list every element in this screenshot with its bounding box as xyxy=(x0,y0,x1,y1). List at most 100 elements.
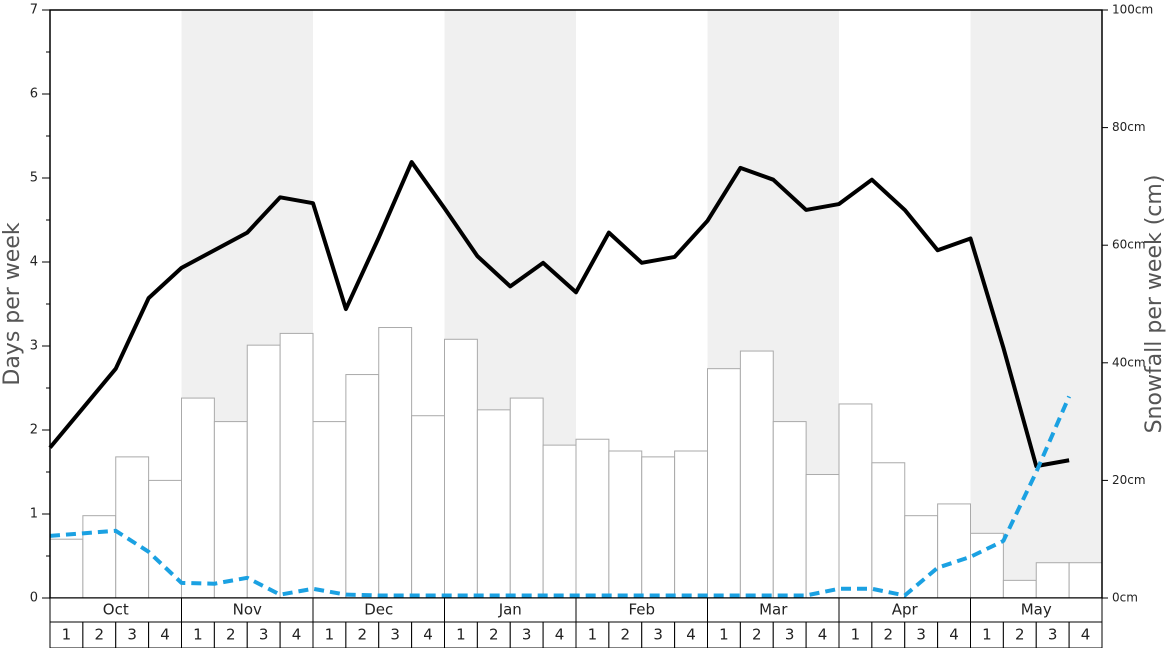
week-cell xyxy=(181,621,215,648)
x-tick-label: 1 xyxy=(588,626,598,644)
bar xyxy=(279,332,314,599)
bar xyxy=(542,444,577,599)
bar xyxy=(444,338,478,599)
y-tick-label: 0 xyxy=(30,591,38,606)
bar xyxy=(49,538,84,599)
line xyxy=(49,395,1071,598)
month-band xyxy=(970,10,1102,598)
x-tick-label: 4 xyxy=(292,626,302,644)
y2-tick-label: 60cm xyxy=(1112,238,1146,252)
x-tick-label: 2 xyxy=(358,626,368,644)
x-tick-label: 2 xyxy=(884,626,894,644)
month-label: Feb xyxy=(628,601,655,619)
x-tick-label: 2 xyxy=(489,626,499,644)
x-tick-label: 3 xyxy=(390,626,400,644)
x-tick-label: 1 xyxy=(719,626,729,644)
week-cell xyxy=(542,621,577,648)
month-label: Jan xyxy=(498,601,522,619)
bar xyxy=(312,421,347,599)
x-tick-label: 4 xyxy=(949,626,959,644)
y-tick-label: 1 xyxy=(30,507,38,522)
x-tick-label: 2 xyxy=(752,626,762,644)
y-tick-label: 6 xyxy=(30,87,38,102)
y2-tick-label: 0cm xyxy=(1112,591,1138,605)
month-label: Nov xyxy=(233,601,262,619)
x-tick-label: 1 xyxy=(325,626,335,644)
x-tick-label: 1 xyxy=(456,626,466,644)
week-cell xyxy=(444,621,478,648)
bar xyxy=(246,344,281,599)
y-tick-label: 2 xyxy=(30,423,38,438)
month-cell xyxy=(49,597,182,623)
x-tick-label: 3 xyxy=(522,626,532,644)
x-tick-label: 3 xyxy=(259,626,269,644)
bar xyxy=(411,415,445,599)
bar xyxy=(1035,562,1070,599)
week-cell xyxy=(345,621,380,648)
bar xyxy=(937,503,971,599)
bar xyxy=(476,409,511,599)
week-cell xyxy=(148,621,182,648)
y2-axis-label: Snowfall per week (cm) xyxy=(1142,175,1167,434)
month-cell xyxy=(181,597,314,623)
x-tick-label: 1 xyxy=(62,626,72,644)
x-tick-label: 1 xyxy=(851,626,861,644)
week-cell xyxy=(476,621,511,648)
bar xyxy=(739,350,774,599)
x-tick-label: 3 xyxy=(127,626,137,644)
month-label: Mar xyxy=(759,601,788,619)
bar xyxy=(772,421,807,599)
x-tick-label: 4 xyxy=(1081,626,1091,644)
x-tick-label: 3 xyxy=(916,626,926,644)
week-cell xyxy=(641,621,676,648)
month-cell xyxy=(575,597,708,623)
month-cell xyxy=(707,597,840,623)
x-tick-label: 3 xyxy=(653,626,663,644)
x-tick-label: 2 xyxy=(226,626,236,644)
y-axis-label: Days per week xyxy=(0,222,25,385)
month-label: Apr xyxy=(892,601,919,619)
week-cell xyxy=(805,621,840,648)
bar xyxy=(871,462,906,599)
line xyxy=(48,160,1070,469)
y-tick-label: 5 xyxy=(30,171,38,186)
week-cell xyxy=(509,621,544,648)
bar xyxy=(608,450,643,599)
bar xyxy=(674,450,708,599)
week-cell xyxy=(674,621,708,648)
bar xyxy=(509,397,544,599)
x-tick-label: 1 xyxy=(193,626,203,644)
bar xyxy=(345,374,380,599)
x-tick-label: 2 xyxy=(95,626,105,644)
bar xyxy=(213,421,248,599)
month-label: May xyxy=(1021,601,1052,619)
week-cell xyxy=(115,621,150,648)
y2-tick-label: 20cm xyxy=(1112,473,1146,487)
y-tick-label: 4 xyxy=(30,255,38,270)
y-tick-label: 7 xyxy=(30,3,38,18)
month-label: Oct xyxy=(103,601,129,619)
month-cell xyxy=(444,597,577,623)
x-tick-label: 4 xyxy=(555,626,565,644)
x-tick-label: 4 xyxy=(160,626,170,644)
bar xyxy=(1002,579,1037,599)
week-cell xyxy=(49,621,84,648)
week-cell xyxy=(279,621,314,648)
y2-tick-label: 80cm xyxy=(1112,120,1146,134)
month-label: Dec xyxy=(364,601,393,619)
y-tick-label: 3 xyxy=(30,339,38,354)
bar xyxy=(641,456,676,599)
bar xyxy=(575,438,610,599)
week-cell xyxy=(411,621,445,648)
week-cell xyxy=(378,621,413,648)
x-tick-label: 3 xyxy=(785,626,795,644)
bar xyxy=(838,403,873,599)
bar xyxy=(970,532,1004,599)
x-tick-label: 2 xyxy=(621,626,631,644)
x-tick-label: 4 xyxy=(686,626,696,644)
week-cell xyxy=(1035,621,1070,648)
week-cell xyxy=(871,621,906,648)
y2-tick-label: 100cm xyxy=(1112,3,1153,17)
week-cell xyxy=(82,621,117,648)
